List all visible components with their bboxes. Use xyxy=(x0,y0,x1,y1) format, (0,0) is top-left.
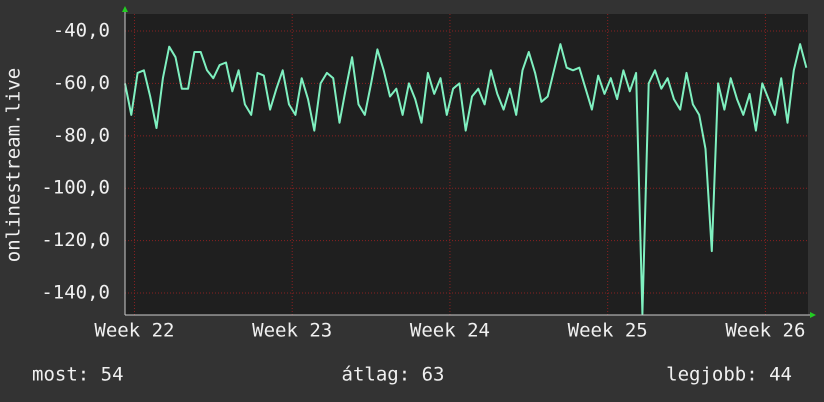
y-tick-label: -100,0 xyxy=(41,177,110,199)
x-tick-label: Week 25 xyxy=(568,320,648,342)
y-tick-label: -140,0 xyxy=(41,281,110,303)
x-tick-label: Week 24 xyxy=(410,320,490,342)
stat-best: legjobb: 44 xyxy=(666,364,792,386)
grid xyxy=(125,14,808,315)
stat-current: most: 54 xyxy=(32,364,124,386)
y-tick-label: -60,0 xyxy=(53,72,110,94)
y-tick-label: -40,0 xyxy=(53,20,110,42)
y-tick-label: -120,0 xyxy=(41,229,110,251)
x-tick-label: Week 26 xyxy=(725,320,805,342)
y-tick-label: -80,0 xyxy=(53,124,110,146)
marks xyxy=(124,43,808,315)
y-axis-label: onlinestream.live xyxy=(3,68,25,262)
stat-average: átlag: 63 xyxy=(342,364,445,386)
y-arrow xyxy=(122,6,128,12)
x-arrow xyxy=(810,312,816,318)
plot-area xyxy=(125,14,808,315)
series-line xyxy=(124,43,808,315)
x-tick-label: Week 22 xyxy=(94,320,174,342)
x-tick-label: Week 23 xyxy=(252,320,332,342)
